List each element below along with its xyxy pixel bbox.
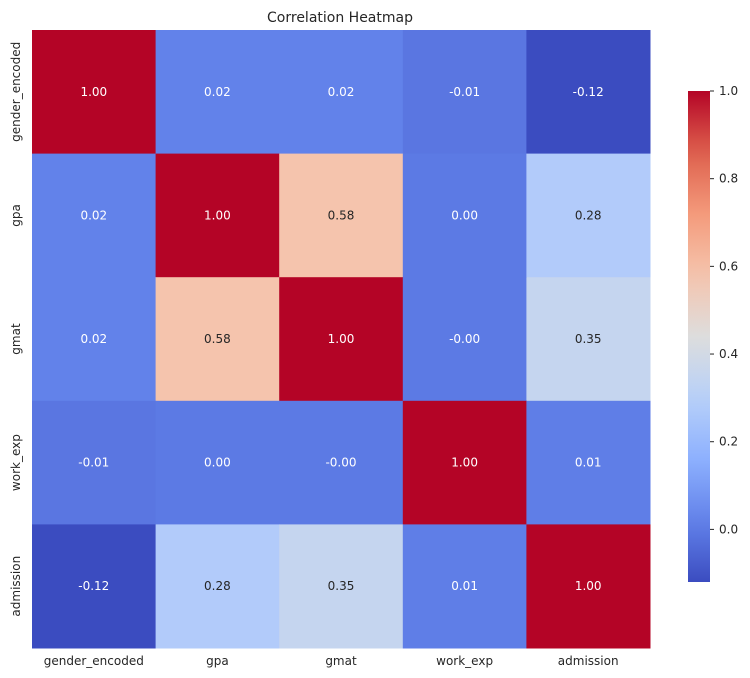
heatmap-cell	[279, 400, 404, 525]
cell-value-label: -0.01	[449, 85, 480, 99]
x-tick-label: gmat	[325, 654, 357, 668]
cell-value-label: -0.12	[573, 85, 604, 99]
cell-value-label: 0.28	[204, 579, 231, 593]
cell-value-label: 0.02	[80, 208, 107, 222]
heatmap-cell	[279, 30, 404, 155]
y-tick-label: gender_encoded	[9, 42, 23, 142]
x-tick-label: gpa	[206, 654, 229, 668]
heatmap-cell	[32, 400, 157, 525]
heatmap-cell	[402, 524, 527, 649]
heatmap-cell	[32, 524, 157, 649]
x-tick-label: gender_encoded	[44, 654, 144, 668]
heatmap-cell	[32, 153, 157, 278]
heatmap-cell	[32, 30, 157, 155]
heatmap-cell	[155, 153, 280, 278]
cell-value-label: 0.35	[328, 579, 355, 593]
cell-value-label: 0.02	[204, 85, 231, 99]
cell-value-label: 1.00	[451, 456, 478, 470]
cell-value-label: -0.01	[78, 456, 109, 470]
cell-value-label: 0.58	[204, 332, 231, 346]
cell-value-label: 0.02	[80, 332, 107, 346]
heatmap-cell	[526, 277, 651, 402]
chart-title: Correlation Heatmap	[267, 10, 413, 26]
heatmap-cell	[526, 524, 651, 649]
heatmap-cell	[402, 277, 527, 402]
colorbar-tick-label: 0.0	[719, 522, 738, 536]
colorbar-tick-label: 0.4	[719, 347, 738, 361]
cell-value-label: 0.00	[451, 208, 478, 222]
colorbar-ticks: 0.0 0.2 0.4 0.6 0.8 1.0	[710, 84, 738, 536]
colorbar	[688, 91, 710, 582]
heatmap-cell	[526, 30, 651, 155]
heatmap-cell	[155, 277, 280, 402]
cell-value-label: 1.00	[80, 85, 107, 99]
colorbar-tick-label: 1.0	[719, 84, 738, 98]
x-tick-label: work_exp	[436, 654, 493, 668]
cell-value-label: 0.01	[575, 456, 602, 470]
cell-value-label: 1.00	[575, 579, 602, 593]
y-tick-label: admission	[9, 556, 23, 617]
heatmap-cell	[279, 524, 404, 649]
x-tick-label: admission	[558, 654, 619, 668]
heatmap-cell	[155, 524, 280, 649]
cell-value-label: -0.00	[449, 332, 480, 346]
cell-value-label: -0.12	[78, 579, 109, 593]
cell-value-label: 0.00	[204, 456, 231, 470]
heatmap-cells: 1.00 0.02 0.02 -0.01 -0.12 0.02 1.00 0.58 0.00 0.…	[32, 30, 651, 649]
heatmap-cell	[402, 153, 527, 278]
cell-value-label: 0.28	[575, 208, 602, 222]
heatmap-cell	[526, 153, 651, 278]
heatmap-cell	[526, 400, 651, 525]
cell-value-label: 1.00	[204, 208, 231, 222]
heatmap-cell	[279, 277, 404, 402]
heatmap-cell	[155, 400, 280, 525]
y-tick-label: gpa	[9, 204, 23, 227]
colorbar-tick-label: 0.8	[719, 172, 738, 186]
y-tick-label: work_exp	[9, 434, 23, 491]
heatmap-cell	[279, 153, 404, 278]
cell-value-label: 1.00	[328, 332, 355, 346]
y-tick-label: gmat	[9, 323, 23, 355]
heatmap-cell	[32, 277, 157, 402]
heatmap-cell	[402, 400, 527, 525]
colorbar-tick-label: 0.6	[719, 259, 738, 273]
cell-value-label: 0.35	[575, 332, 602, 346]
heatmap-cell	[402, 30, 527, 155]
cell-value-label: 0.58	[328, 208, 355, 222]
cell-value-label: -0.00	[325, 456, 356, 470]
colorbar-tick-label: 0.2	[719, 435, 738, 449]
cell-value-label: 0.02	[328, 85, 355, 99]
x-axis-tick-labels: gender_encoded gpa gmat work_exp admission	[44, 654, 619, 668]
cell-value-label: 0.01	[451, 579, 478, 593]
heatmap-cell	[155, 30, 280, 155]
